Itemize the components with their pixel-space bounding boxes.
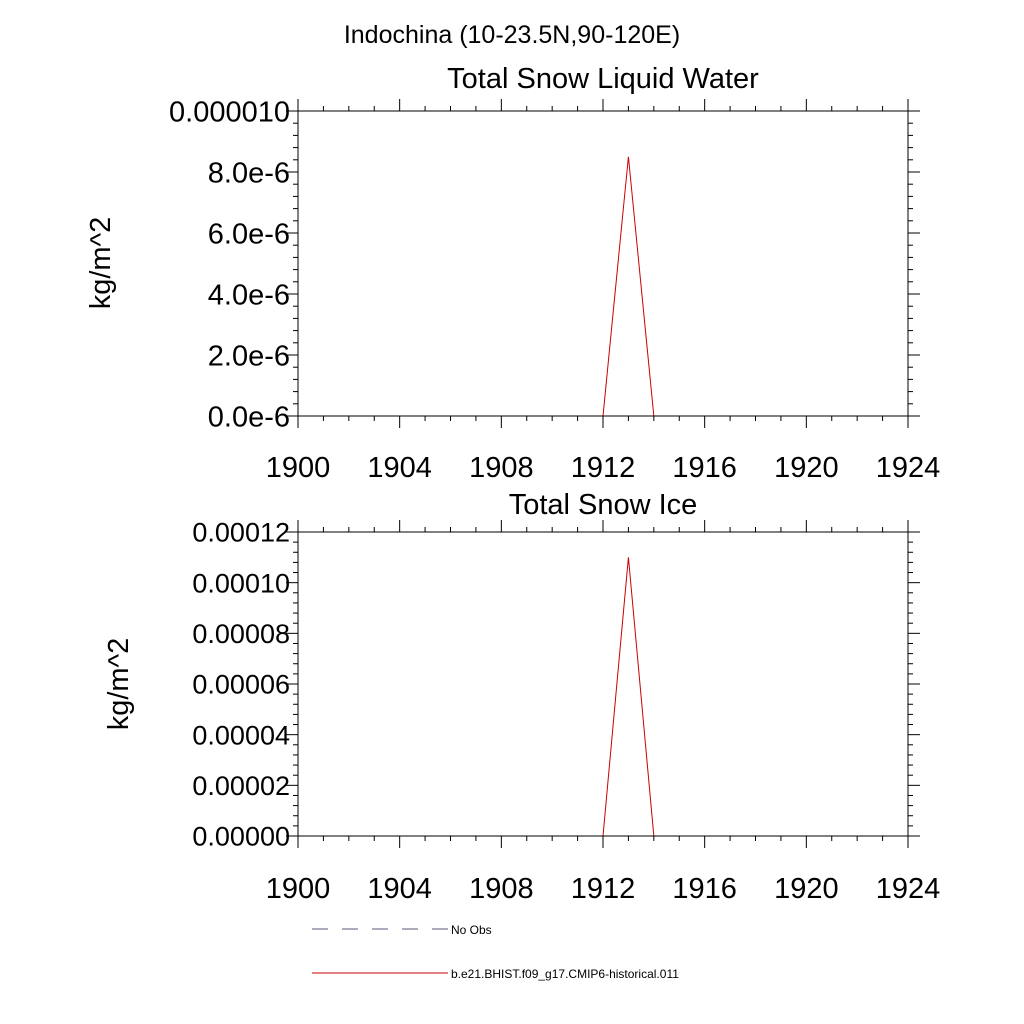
panel-snow-liquid-water: Total Snow Liquid Water kg/m^2 1900 1904 190… — [85, 63, 940, 484]
region-title: Indochina (10-23.5N,90-120E) — [344, 21, 680, 49]
series-line-model — [298, 156, 908, 417]
x-tick-label: 1904 — [367, 873, 432, 905]
y-tick-label: 0.00002 — [192, 771, 290, 801]
legend-label-model: b.e21.BHIST.f09_g17.CMIP6-historical.011 — [451, 967, 679, 981]
legend-label-no-obs: No Obs — [451, 923, 492, 937]
x-tick-label: 1924 — [876, 873, 941, 905]
y-axis-label: kg/m^2 — [85, 217, 117, 310]
panel-snow-ice: Total Snow Ice kg/m^2 1900 1904 1908 1912 1916… — [103, 489, 940, 905]
y-tick-label: 0.00008 — [192, 619, 290, 649]
y-tick-label: 0.0e-6 — [208, 401, 290, 433]
x-tick-label: 1916 — [672, 873, 737, 905]
y-tick-label: 2.0e-6 — [208, 340, 290, 372]
x-tick-label: 1916 — [672, 452, 737, 484]
x-tick-label: 1908 — [469, 873, 534, 905]
x-tick-label: 1912 — [571, 873, 636, 905]
y-tick-label: 8.0e-6 — [208, 157, 290, 189]
x-tick-label: 1920 — [774, 452, 839, 484]
x-tick-label: 1900 — [266, 873, 331, 905]
y-tick-label: 4.0e-6 — [208, 279, 290, 311]
x-tick-label: 1900 — [266, 452, 331, 484]
y-tick-label: 0.00004 — [192, 720, 290, 750]
x-tick-label: 1908 — [469, 452, 534, 484]
y-tick-label: 0.00010 — [192, 568, 290, 598]
panel-title: Total Snow Liquid Water — [447, 63, 759, 95]
y-tick-label: 6.0e-6 — [208, 218, 290, 250]
x-tick-label: 1920 — [774, 873, 839, 905]
y-tick-label: 0.000010 — [169, 96, 290, 128]
plot-frame — [297, 531, 909, 837]
x-tick-label: 1924 — [876, 452, 941, 484]
y-tick-label: 0.00012 — [192, 518, 290, 548]
series-line-model — [298, 557, 908, 837]
legend: No Obs b.e21.BHIST.f09_g17.CMIP6-histori… — [312, 923, 679, 981]
panel-title: Total Snow Ice — [509, 489, 698, 521]
y-axis-label: kg/m^2 — [103, 638, 135, 731]
plot-frame — [297, 110, 909, 417]
x-tick-label: 1904 — [367, 452, 432, 484]
y-tick-label: 0.00000 — [192, 822, 290, 852]
y-tick-label: 0.00006 — [192, 670, 290, 700]
x-tick-label: 1912 — [571, 452, 636, 484]
